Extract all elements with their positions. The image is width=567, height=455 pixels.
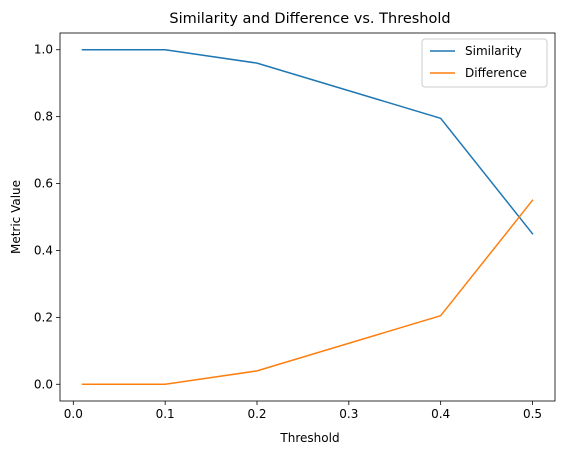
x-tick-label: 0.4: [431, 407, 450, 421]
x-tick-label: 0.1: [156, 407, 175, 421]
x-tick-label: 0.0: [64, 407, 83, 421]
x-tick-label: 0.5: [523, 407, 542, 421]
series-line-difference: [81, 199, 534, 386]
x-tick-label: 0.2: [247, 407, 266, 421]
legend: Similarity Difference: [421, 38, 548, 88]
series-line-similarity: [81, 48, 534, 235]
y-tick-label: 0.2: [34, 310, 53, 324]
y-tick-label: 0.0: [34, 377, 53, 391]
y-tick-label: 0.4: [34, 243, 53, 257]
y-axis-label: Metric Value: [9, 180, 23, 254]
chart-title: Similarity and Difference vs. Threshold: [169, 11, 450, 27]
x-tick-label: 0.3: [339, 407, 358, 421]
plot-area: 0.0 0.1 0.2 0.3 0.4 0.5 0.0 0.2 0.4 0.6 0.8 1.0: [34, 32, 556, 421]
x-axis-label: Threshold: [279, 431, 339, 445]
y-tick-label: 0.6: [34, 177, 53, 191]
y-tick-label: 1.0: [34, 43, 53, 57]
legend-label-similarity: Similarity: [465, 44, 522, 58]
legend-label-difference: Difference: [465, 66, 527, 80]
y-tick-label: 0.8: [34, 110, 53, 124]
plot-frame: [59, 32, 556, 402]
